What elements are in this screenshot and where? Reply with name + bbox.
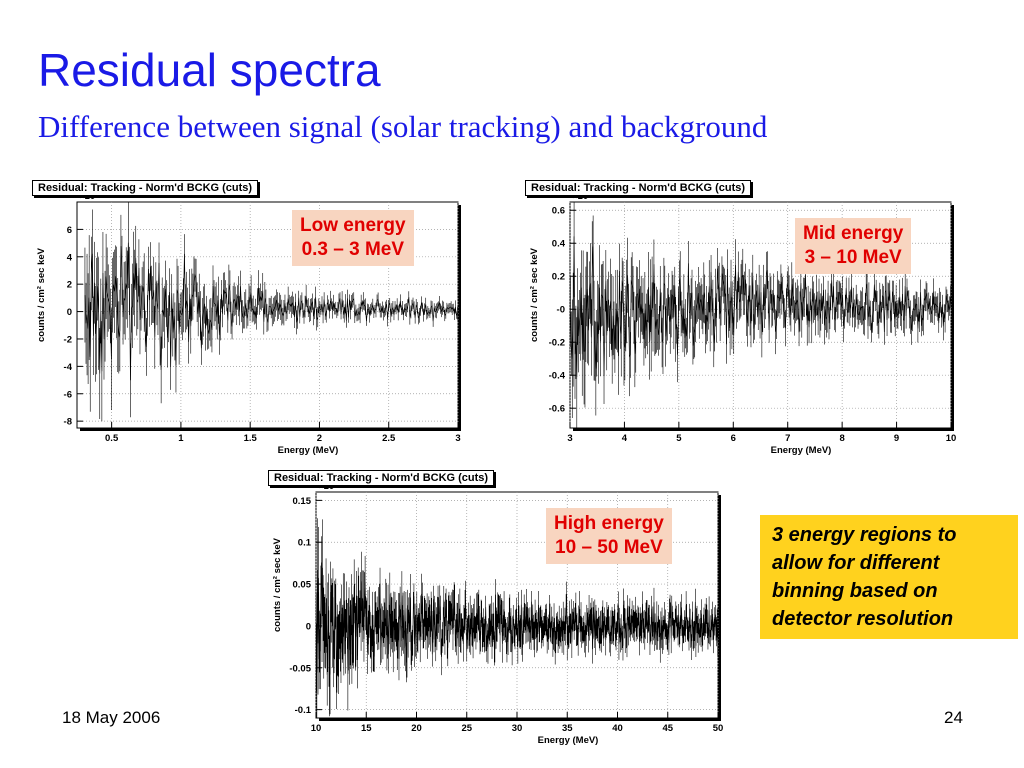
y-tick-label: -6 — [64, 389, 72, 400]
y-axis-label: counts / cm² sec keV — [272, 537, 283, 632]
energy-range-values: 3 – 10 MeV — [804, 247, 902, 268]
page-number: 24 — [944, 708, 963, 727]
histogram-title: Residual: Tracking - Norm'd BCKG (cuts) — [268, 470, 495, 486]
x-tick-label: 1.5 — [244, 433, 258, 444]
x-tick-label: 2 — [317, 433, 322, 444]
y-axis-label: counts / cm² sec keV — [529, 247, 540, 342]
x-tick-label: 3 — [455, 433, 460, 444]
x-tick-label: 8 — [839, 433, 844, 444]
x-tick-label: 35 — [562, 723, 573, 734]
y-tick-label: 4 — [67, 252, 73, 263]
histogram-title: Residual: Tracking - Norm'd BCKG (cuts) — [525, 180, 752, 196]
x-tick-label: 10 — [311, 723, 322, 734]
y-tick-label: -2 — [64, 334, 72, 345]
y-tick-label: -8 — [64, 417, 72, 428]
y-tick-label: -4 — [64, 362, 73, 373]
y-tick-label: -0 — [557, 305, 565, 316]
x-tick-label: 15 — [361, 723, 372, 734]
energy-range-label: Low energy 0.3 – 3 MeV — [292, 210, 414, 266]
energy-range-name: High energy — [554, 513, 664, 534]
y-tick-label: -0.2 — [549, 338, 565, 349]
y-tick-label: -0.6 — [549, 404, 565, 415]
x-tick-label: 10 — [946, 433, 957, 444]
x-tick-label: 25 — [461, 723, 472, 734]
x-tick-label: 40 — [612, 723, 623, 734]
y-tick-label: 0.6 — [552, 206, 565, 217]
x-tick-label: 50 — [713, 723, 724, 734]
y-tick-label: -0.1 — [295, 705, 312, 716]
y-tick-label: 6 — [67, 225, 72, 236]
high-energy-chart: 10 15 20 25 30 35 40 45 50 -0.1 -0.05 0 0.05 0.1 0.15 ×… — [272, 481, 724, 745]
y-tick-label: 0.4 — [552, 239, 566, 250]
y-tick-label: 0 — [67, 307, 72, 318]
x-axis-label: Energy (MeV) — [538, 735, 599, 745]
x-tick-label: 5 — [676, 433, 682, 444]
data-trace — [315, 562, 719, 688]
histogram-title: Residual: Tracking - Norm'd BCKG (cuts) — [32, 180, 259, 196]
mid-energy-histogram-panel: 3 4 5 6 7 8 9 10 -0.6 -0.4 -0.2 -0 0.2 0.4 0.6 ×10⁻⁶ Ene… — [523, 180, 963, 455]
y-tick-label: 0 — [306, 621, 311, 632]
x-tick-label: 9 — [894, 433, 899, 444]
x-tick-label: 30 — [512, 723, 523, 734]
x-tick-label: 4 — [622, 433, 628, 444]
data-trace — [84, 242, 458, 381]
y-tick-label: -0.4 — [549, 371, 566, 382]
data-trace — [570, 236, 951, 378]
footer-date: 18 May 2006 — [62, 708, 161, 727]
y-tick-label: 0.05 — [293, 580, 312, 591]
x-axis-label: Energy (MeV) — [278, 445, 339, 455]
x-tick-label: 7 — [785, 433, 790, 444]
y-tick-label: 0.1 — [298, 538, 312, 549]
energy-range-label: Mid energy 3 – 10 MeV — [795, 218, 912, 274]
x-axis-label: Energy (MeV) — [771, 445, 832, 455]
energy-range-label: High energy 10 – 50 MeV — [546, 508, 672, 564]
x-tick-label: 45 — [662, 723, 673, 734]
y-tick-label: -0.05 — [289, 663, 311, 674]
x-tick-label: 2.5 — [382, 433, 396, 444]
y-axis-multiplier: ×10⁻⁶ — [79, 191, 105, 202]
energy-range-name: Mid energy — [803, 223, 904, 244]
x-tick-label: 1 — [178, 433, 184, 444]
x-tick-label: 6 — [731, 433, 736, 444]
y-tick-label: 0.2 — [552, 272, 565, 283]
x-tick-label: 3 — [567, 433, 572, 444]
note-callout: 3 energy regions to allow for different … — [760, 515, 1018, 639]
y-axis-multiplier: ×10⁻⁶ — [572, 191, 598, 202]
high-energy-histogram-panel: 10 15 20 25 30 35 40 45 50 -0.1 -0.05 0 0.05 0.1 0.15 ×… — [266, 470, 726, 745]
y-axis-label: counts / cm² sec keV — [36, 247, 47, 342]
slide-subtitle: Difference between signal (solar trackin… — [38, 109, 768, 144]
y-tick-label: 2 — [67, 280, 72, 291]
energy-range-values: 10 – 50 MeV — [555, 537, 663, 558]
low-energy-histogram-panel: 0.5 1 1.5 2 2.5 3 -8 -6 -4 -2 0 2 4 6 ×10⁻⁶ Energy (MeV… — [30, 180, 470, 455]
energy-range-values: 0.3 – 3 MeV — [301, 239, 405, 260]
y-tick-label: 0.15 — [293, 496, 312, 507]
slide-title: Residual spectra — [38, 44, 381, 96]
x-tick-label: 0.5 — [105, 433, 119, 444]
y-axis-multiplier: ×10⁻⁶ — [318, 481, 344, 492]
energy-range-name: Low energy — [300, 215, 406, 236]
x-tick-label: 20 — [411, 723, 422, 734]
